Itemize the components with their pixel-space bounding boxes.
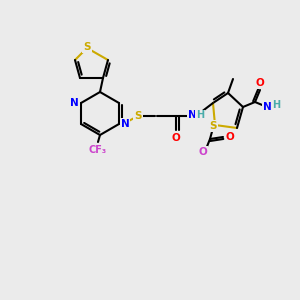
Text: O: O xyxy=(226,132,235,142)
Text: S: S xyxy=(134,111,142,121)
Text: O: O xyxy=(199,147,207,157)
Text: S: S xyxy=(83,42,91,52)
Text: O: O xyxy=(256,78,264,88)
Text: CF₃: CF₃ xyxy=(89,145,107,155)
Text: H: H xyxy=(196,110,204,120)
Text: N: N xyxy=(262,102,272,112)
Text: O: O xyxy=(172,133,180,143)
Text: N: N xyxy=(121,119,130,129)
Text: S: S xyxy=(209,121,217,131)
Text: H: H xyxy=(272,100,280,110)
Text: N: N xyxy=(188,110,196,120)
Text: N: N xyxy=(70,98,79,108)
